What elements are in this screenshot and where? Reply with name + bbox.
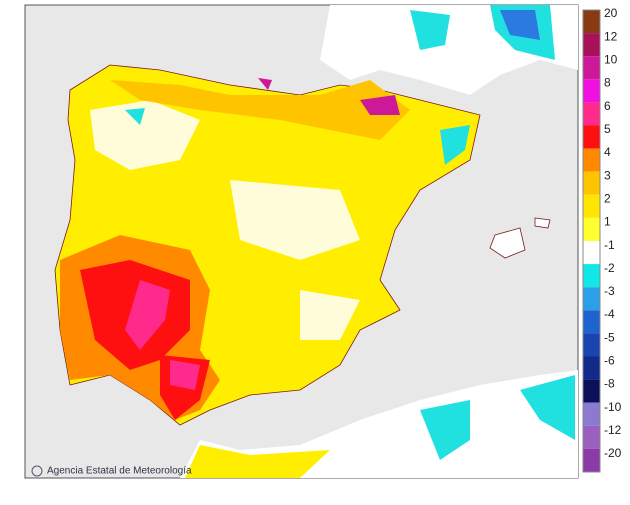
africa xyxy=(180,370,578,478)
legend-swatch xyxy=(583,333,600,357)
legend-label: 5 xyxy=(604,122,611,136)
legend: 20 12 10 8 6 5 4 3 2 1 -1 -2 -3 -4 -5 -6 -8 -10 -12 -20 xyxy=(582,6,622,473)
legend-label: 6 xyxy=(604,99,611,113)
map: Agencia Estatal de Meteorología aemet xyxy=(24,4,579,479)
legend-label: 10 xyxy=(604,52,618,66)
legend-frame xyxy=(582,9,601,473)
legend-swatch xyxy=(583,379,600,403)
legend-swatch xyxy=(583,356,600,380)
legend-swatch xyxy=(583,287,600,311)
islands xyxy=(489,217,551,259)
legend-label: 20 xyxy=(604,6,618,20)
hot-area xyxy=(125,280,200,390)
legend-label: -5 xyxy=(604,330,615,344)
legend-swatch xyxy=(583,264,600,288)
legend-swatch xyxy=(583,125,600,149)
legend-label: -20 xyxy=(604,446,622,460)
legend-swatch xyxy=(583,33,600,57)
neutral-area xyxy=(90,100,360,340)
legend-label: -2 xyxy=(604,261,615,275)
legend-label: -6 xyxy=(604,354,615,368)
legend-label: 8 xyxy=(604,76,611,90)
cold-area xyxy=(420,375,575,460)
legend-label: -4 xyxy=(604,307,615,321)
legend-swatch xyxy=(583,148,600,172)
legend-swatch xyxy=(583,171,600,195)
legend-swatch xyxy=(583,10,600,34)
credit: Agencia Estatal de Meteorología xyxy=(47,466,192,477)
legend-label: -10 xyxy=(604,400,622,414)
legend-swatch xyxy=(583,194,600,218)
warm-area xyxy=(185,445,330,478)
legend-swatch xyxy=(583,217,600,241)
legend-swatch xyxy=(583,310,600,334)
logo: aemet xyxy=(520,456,561,472)
legend-label: 4 xyxy=(604,145,611,159)
legend-swatch xyxy=(583,402,600,426)
legend-label: 3 xyxy=(604,168,611,182)
legend-swatch xyxy=(583,241,600,265)
legend-swatch xyxy=(583,102,600,126)
legend-swatch xyxy=(583,56,600,80)
cold-area xyxy=(500,10,540,40)
legend-label: -3 xyxy=(604,284,615,298)
legend-swatch xyxy=(583,79,600,103)
credit-icon xyxy=(31,465,43,477)
legend-label: 1 xyxy=(604,215,611,229)
hot-area xyxy=(258,78,400,115)
warm-area xyxy=(110,80,410,140)
legend-label: -12 xyxy=(604,423,622,437)
legend-swatch xyxy=(583,448,600,472)
legend-swatch xyxy=(583,425,600,449)
legend-label: -8 xyxy=(604,377,615,391)
legend-label: 2 xyxy=(604,191,611,205)
legend-label: -1 xyxy=(604,238,615,252)
legend-label: 12 xyxy=(604,29,618,43)
